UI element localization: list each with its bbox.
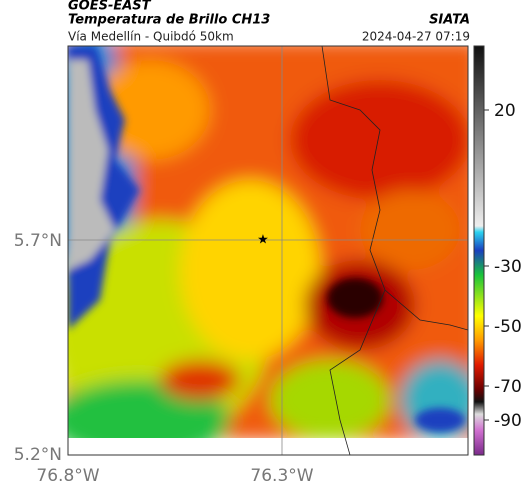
- source: SIATA: [429, 13, 470, 28]
- colorbar-tick-label: -50: [494, 317, 522, 337]
- lat-label: 5.7°N: [14, 231, 62, 251]
- lon-label: 76.3°W: [250, 466, 313, 486]
- satellite-image: ★: [68, 46, 468, 455]
- colorbar-tick-label: -30: [494, 257, 522, 277]
- location-star: ★: [257, 233, 269, 248]
- lon-label: 76.8°W: [36, 466, 99, 486]
- colorbar-tick-label: 20: [494, 101, 516, 121]
- map-frame: [67, 45, 469, 456]
- datetime: 2024-04-27 07:19: [362, 30, 470, 44]
- subtitle: Temperatura de Brillo CH13: [68, 13, 270, 28]
- colorbar-ticks: 20 -30 -50 -70 -90: [484, 101, 522, 431]
- colorbar-tick-label: -90: [494, 411, 522, 431]
- colorbar-tick-label: -70: [494, 377, 522, 397]
- route: Vía Medellín - Quibdó 50km: [68, 30, 234, 44]
- colorbar: [473, 45, 485, 456]
- title: GOES-EAST: [68, 0, 152, 14]
- lat-label: 5.2°N: [14, 445, 62, 465]
